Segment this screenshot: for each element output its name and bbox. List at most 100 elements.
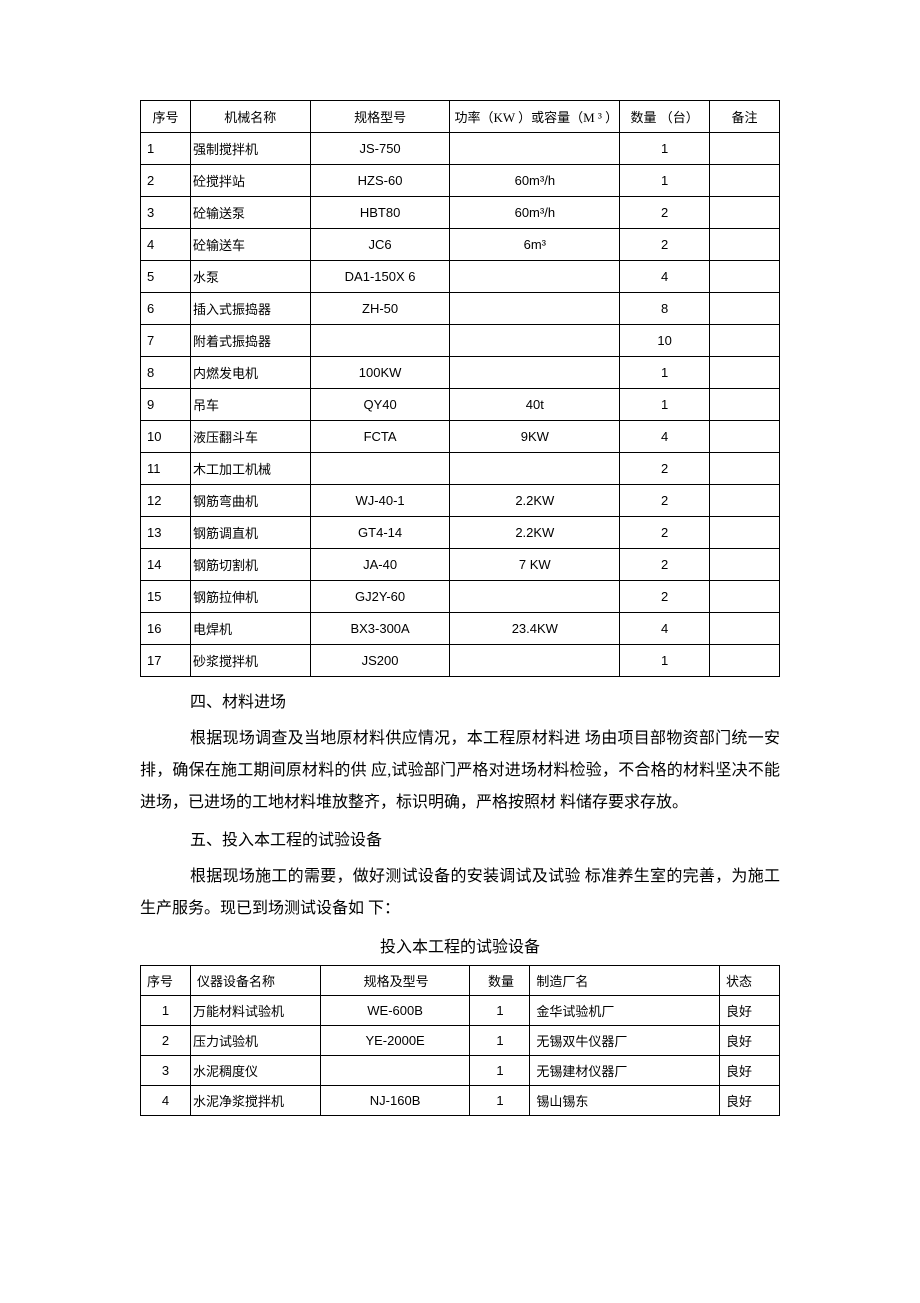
table-row: 16电焊机BX3-300A23.4KW4 (141, 613, 780, 645)
col-power: 功率（KW ）或容量（M ³ ） (450, 101, 620, 133)
table-cell: 12 (141, 485, 191, 517)
table-cell: 砼输送车 (190, 229, 310, 261)
table-cell (450, 453, 620, 485)
table-cell (710, 325, 780, 357)
table-cell: 水泥净浆搅拌机 (190, 1086, 320, 1116)
table-row: 1万能材料试验机WE-600B1金华试验机厂良好 (141, 996, 780, 1026)
table-cell: 2 (620, 485, 710, 517)
table-cell: 2.2KW (450, 485, 620, 517)
table-cell: HBT80 (310, 197, 450, 229)
table-cell: 1 (620, 357, 710, 389)
table-cell: 1 (141, 133, 191, 165)
table-cell: 1 (620, 165, 710, 197)
table-cell (450, 645, 620, 677)
table-cell: 4 (141, 229, 191, 261)
table-cell: 8 (141, 357, 191, 389)
table-row: 13钢筋调直机GT4-142.2KW2 (141, 517, 780, 549)
col-spec: 规格及型号 (320, 966, 470, 996)
table-cell: FCTA (310, 421, 450, 453)
table-row: 2砼搅拌站HZS-6060m³/h1 (141, 165, 780, 197)
table-cell: 60m³/h (450, 197, 620, 229)
table-cell: JS-750 (310, 133, 450, 165)
col-state: 状态 (720, 966, 780, 996)
table-cell: 压力试验机 (190, 1026, 320, 1056)
table-cell: 2 (620, 517, 710, 549)
equipment-table: 序号 机械名称 规格型号 功率（KW ）或容量（M ³ ） 数量 （台） 备注 … (140, 100, 780, 677)
table-cell (710, 517, 780, 549)
table-cell: 1 (470, 1026, 530, 1056)
table-cell: 水泵 (190, 261, 310, 293)
section-5-heading: 五、投入本工程的试验设备 (140, 825, 780, 857)
table-cell: 2 (620, 197, 710, 229)
table-row: 12钢筋弯曲机WJ-40-12.2KW2 (141, 485, 780, 517)
table-cell: WE-600B (320, 996, 470, 1026)
table-cell: 2 (620, 229, 710, 261)
table-header-row: 序号 机械名称 规格型号 功率（KW ）或容量（M ³ ） 数量 （台） 备注 (141, 101, 780, 133)
table-cell: 砂浆搅拌机 (190, 645, 310, 677)
table-cell (710, 197, 780, 229)
table-cell: 3 (141, 1056, 191, 1086)
table-cell (710, 389, 780, 421)
table-cell (450, 293, 620, 325)
col-spec: 规格型号 (310, 101, 450, 133)
table-cell (320, 1056, 470, 1086)
table-cell: 2 (620, 581, 710, 613)
table-cell: 1 (470, 996, 530, 1026)
table-cell: 14 (141, 549, 191, 581)
col-qty: 数量 (470, 966, 530, 996)
table-cell: 2 (141, 165, 191, 197)
table-cell: GT4-14 (310, 517, 450, 549)
table-row: 8内燃发电机100KW1 (141, 357, 780, 389)
table-cell (450, 357, 620, 389)
table-cell (710, 293, 780, 325)
table-cell: 良好 (720, 1056, 780, 1086)
table-cell: 13 (141, 517, 191, 549)
table-cell: 附着式振捣器 (190, 325, 310, 357)
table-cell: 良好 (720, 1086, 780, 1116)
table-cell: 无锡建材仪器厂 (530, 1056, 720, 1086)
col-qty: 数量 （台） (620, 101, 710, 133)
table-cell: JS200 (310, 645, 450, 677)
table-cell: 4 (620, 421, 710, 453)
section-5-paragraph: 根据现场施工的需要，做好测试设备的安装调试及试验 标准养生室的完善，为施工生产服… (140, 861, 780, 925)
table-cell: 40t (450, 389, 620, 421)
table-header-row: 序号 仪器设备名称 规格及型号 数量 制造厂名 状态 (141, 966, 780, 996)
col-name: 机械名称 (190, 101, 310, 133)
table-cell: 金华试验机厂 (530, 996, 720, 1026)
table-cell: 2 (141, 1026, 191, 1056)
table-cell: 9KW (450, 421, 620, 453)
col-maker: 制造厂名 (530, 966, 720, 996)
table-row: 1强制搅拌机JS-7501 (141, 133, 780, 165)
table-cell: 3 (141, 197, 191, 229)
table-cell: 6 (141, 293, 191, 325)
table-row: 10液压翻斗车FCTA9KW4 (141, 421, 780, 453)
table-cell: 液压翻斗车 (190, 421, 310, 453)
table-cell: HZS-60 (310, 165, 450, 197)
table-cell: 电焊机 (190, 613, 310, 645)
table-cell (710, 613, 780, 645)
table-cell: 15 (141, 581, 191, 613)
table-cell: 1 (620, 389, 710, 421)
table-cell (310, 325, 450, 357)
table-cell: 100KW (310, 357, 450, 389)
table-cell: 锡山锡东 (530, 1086, 720, 1116)
col-seq: 序号 (141, 966, 191, 996)
table-cell: 7 (141, 325, 191, 357)
table-cell: JA-40 (310, 549, 450, 581)
table-cell: 钢筋调直机 (190, 517, 310, 549)
table-row: 4砼输送车JC66m³2 (141, 229, 780, 261)
equipment-table-body: 1强制搅拌机JS-75012砼搅拌站HZS-6060m³/h13砼输送泵HBT8… (141, 133, 780, 677)
table-cell: 水泥稠度仪 (190, 1056, 320, 1086)
table-cell (710, 133, 780, 165)
table-cell: 1 (620, 645, 710, 677)
table-cell: 钢筋切割机 (190, 549, 310, 581)
col-note: 备注 (710, 101, 780, 133)
table-cell: 砼搅拌站 (190, 165, 310, 197)
table-cell: 1 (470, 1086, 530, 1116)
table-row: 17砂浆搅拌机JS2001 (141, 645, 780, 677)
table-cell (450, 325, 620, 357)
table-cell: 2 (620, 549, 710, 581)
table-cell: 1 (470, 1056, 530, 1086)
table-row: 2压力试验机YE-2000E1无锡双牛仪器厂良好 (141, 1026, 780, 1056)
table-cell: 4 (620, 261, 710, 293)
